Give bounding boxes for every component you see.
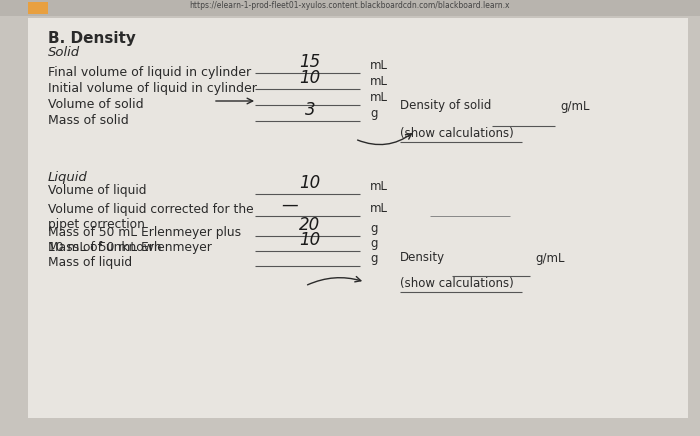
Text: g: g	[370, 237, 377, 250]
FancyBboxPatch shape	[28, 2, 48, 14]
Text: Volume of liquid: Volume of liquid	[48, 184, 146, 197]
Text: Mass of 50 mL Erlenmeyer plus
10 mL of unknown: Mass of 50 mL Erlenmeyer plus 10 mL of u…	[48, 226, 241, 254]
Text: Density of solid: Density of solid	[400, 99, 491, 112]
Text: Solid: Solid	[48, 46, 80, 59]
Text: 10: 10	[300, 231, 321, 249]
Text: 15: 15	[300, 53, 321, 71]
Text: Liquid: Liquid	[48, 171, 88, 184]
Text: Mass of solid: Mass of solid	[48, 114, 129, 127]
FancyBboxPatch shape	[0, 0, 700, 16]
Text: 20: 20	[300, 216, 321, 234]
Text: 10: 10	[300, 69, 321, 87]
Text: g/mL: g/mL	[535, 252, 564, 265]
Text: (show calculations): (show calculations)	[400, 127, 514, 140]
Text: Volume of solid: Volume of solid	[48, 98, 144, 111]
Text: 10: 10	[300, 174, 321, 192]
Text: mL: mL	[370, 59, 388, 72]
Text: Mass of 50 mL Erlenmeyer: Mass of 50 mL Erlenmeyer	[48, 241, 212, 254]
Text: mL: mL	[370, 91, 388, 104]
Text: (show calculations): (show calculations)	[400, 277, 514, 290]
Text: mL: mL	[370, 75, 388, 88]
Text: B. Density: B. Density	[48, 31, 136, 46]
Text: Mass of liquid: Mass of liquid	[48, 256, 132, 269]
Text: Volume of liquid corrected for the
pipet correction: Volume of liquid corrected for the pipet…	[48, 203, 253, 231]
Text: g/mL: g/mL	[560, 100, 589, 113]
Text: Initial volume of liquid in cylinder: Initial volume of liquid in cylinder	[48, 82, 257, 95]
Text: g: g	[370, 222, 377, 235]
Text: —: —	[281, 196, 298, 214]
Text: g: g	[370, 107, 377, 120]
Text: Final volume of liquid in cylinder: Final volume of liquid in cylinder	[48, 66, 251, 79]
Text: mL: mL	[370, 202, 388, 215]
Text: https://elearn-1-prod-fleet01-xyulos.content.blackboardcdn.com/blackboard.learn.: https://elearn-1-prod-fleet01-xyulos.con…	[190, 1, 510, 10]
Text: mL: mL	[370, 180, 388, 193]
Text: Density: Density	[400, 251, 445, 264]
Text: g: g	[370, 252, 377, 265]
Text: 3: 3	[304, 101, 315, 119]
FancyBboxPatch shape	[28, 18, 688, 418]
